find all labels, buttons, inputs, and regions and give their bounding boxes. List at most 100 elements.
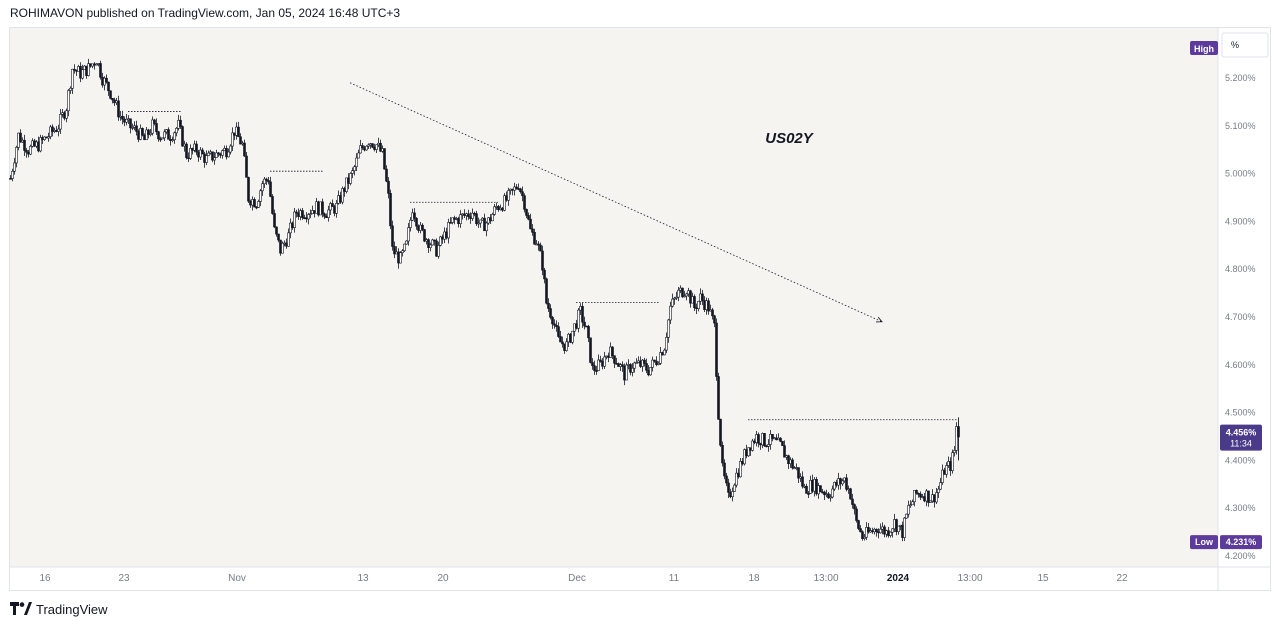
candle-body: [91, 63, 94, 67]
downtrend-line: [349, 82, 883, 323]
price-axis[interactable]: 5.200% 5.100% 5.000% 4.900% 4.800% 4.700% 4.60…: [1225, 73, 1256, 561]
high-badge-label: High: [1194, 44, 1214, 54]
candle-body: [849, 488, 852, 500]
candle-body: [77, 66, 80, 72]
footer-brand-label: TradingView: [36, 601, 108, 617]
price-tick-label: 5.000%: [1225, 169, 1256, 179]
candle-body: [385, 168, 388, 182]
candle-body: [199, 149, 202, 158]
percent-scale-button[interactable]: %: [1221, 32, 1269, 58]
candle-body: [353, 166, 356, 171]
candle-body: [459, 214, 462, 224]
footer-brand[interactable]: TradingView: [10, 600, 108, 618]
candle-body: [223, 148, 226, 151]
candle-body: [767, 444, 770, 447]
tradingview-logo-icon: [10, 602, 32, 615]
candle-body: [167, 129, 170, 140]
candle-body: [471, 212, 474, 219]
candle-body: [145, 129, 148, 141]
candle-body: [57, 128, 60, 132]
candle-body: [99, 63, 102, 78]
candle-body: [75, 69, 78, 72]
candle-body: [213, 157, 216, 161]
candle-body: [783, 445, 786, 458]
candle-body: [657, 363, 660, 365]
candle-body: [235, 126, 238, 136]
candle-body: [531, 228, 534, 233]
candle-body: [659, 352, 662, 364]
candle-body: [423, 229, 426, 242]
candle-body: [25, 150, 28, 153]
candle-body: [507, 190, 510, 201]
candle-body: [551, 317, 554, 325]
candle-body: [241, 142, 244, 145]
candle-body: [127, 118, 130, 121]
candle-body: [519, 188, 522, 192]
candle-body: [371, 143, 374, 148]
candle-body: [867, 527, 870, 533]
candle-body: [863, 536, 866, 539]
trend-line-group: [349, 82, 883, 323]
candle-body: [147, 129, 150, 135]
candle-body: [247, 177, 250, 202]
candle-body: [151, 119, 154, 134]
candle-body: [625, 364, 628, 381]
candle-body: [415, 217, 418, 227]
candle-body: [713, 315, 716, 324]
candle-body: [791, 459, 794, 469]
candle-body: [527, 215, 530, 220]
candle-body: [591, 362, 594, 367]
time-tick-label: 16: [39, 573, 51, 584]
candle-body: [225, 148, 228, 158]
candle-body: [599, 359, 602, 362]
candle-body: [751, 440, 754, 451]
candle-body: [267, 180, 270, 183]
candle-body: [735, 472, 738, 486]
candle-body: [257, 201, 260, 208]
candle-body: [379, 142, 382, 152]
candle-body: [845, 477, 848, 490]
time-axis[interactable]: 16 23 Nov 13 20 Dec 11 18 13:00 2024 13:00 15 22: [39, 573, 1128, 584]
candle-body: [891, 528, 894, 533]
candle-body: [173, 132, 176, 141]
candle-body: [263, 178, 266, 185]
candle-body: [83, 65, 86, 71]
bar-countdown-label: 11:34: [1230, 439, 1252, 449]
candle-body: [907, 505, 910, 515]
candle-body: [929, 500, 932, 503]
candle-body: [633, 362, 636, 369]
candle-body: [171, 139, 174, 142]
candle-body: [449, 222, 452, 224]
percent-button-label[interactable]: %: [1231, 40, 1239, 50]
candle-body: [23, 139, 26, 151]
candle-body: [387, 180, 390, 194]
candle-body: [421, 224, 424, 230]
candle-body: [165, 129, 168, 133]
published-header: ROHIMAVON published on TradingView.com, …: [10, 6, 401, 20]
candle-body: [743, 449, 746, 465]
candle-body: [911, 501, 914, 506]
candle-body: [341, 188, 344, 203]
candle-body: [769, 433, 772, 445]
candle-body: [251, 199, 254, 206]
candle-body: [29, 145, 32, 155]
candle-body: [621, 364, 624, 367]
candle-body: [237, 126, 240, 138]
candle-body: [249, 200, 252, 206]
candle-body: [73, 68, 76, 71]
candle-body: [797, 467, 800, 479]
candle-body: [439, 236, 442, 246]
candle-body: [141, 128, 144, 136]
candle-body: [87, 63, 90, 76]
candle-body: [731, 491, 734, 498]
low-badge-bg: [1190, 535, 1218, 550]
price-tick-label: 4.400%: [1225, 455, 1256, 465]
percent-button-bg[interactable]: [1221, 32, 1269, 58]
candle-body: [909, 504, 912, 507]
candle-body: [515, 186, 518, 189]
candle-body: [155, 123, 158, 133]
candle-body: [739, 461, 742, 478]
candle-body: [451, 217, 454, 223]
plot-area[interactable]: [10, 28, 1218, 567]
